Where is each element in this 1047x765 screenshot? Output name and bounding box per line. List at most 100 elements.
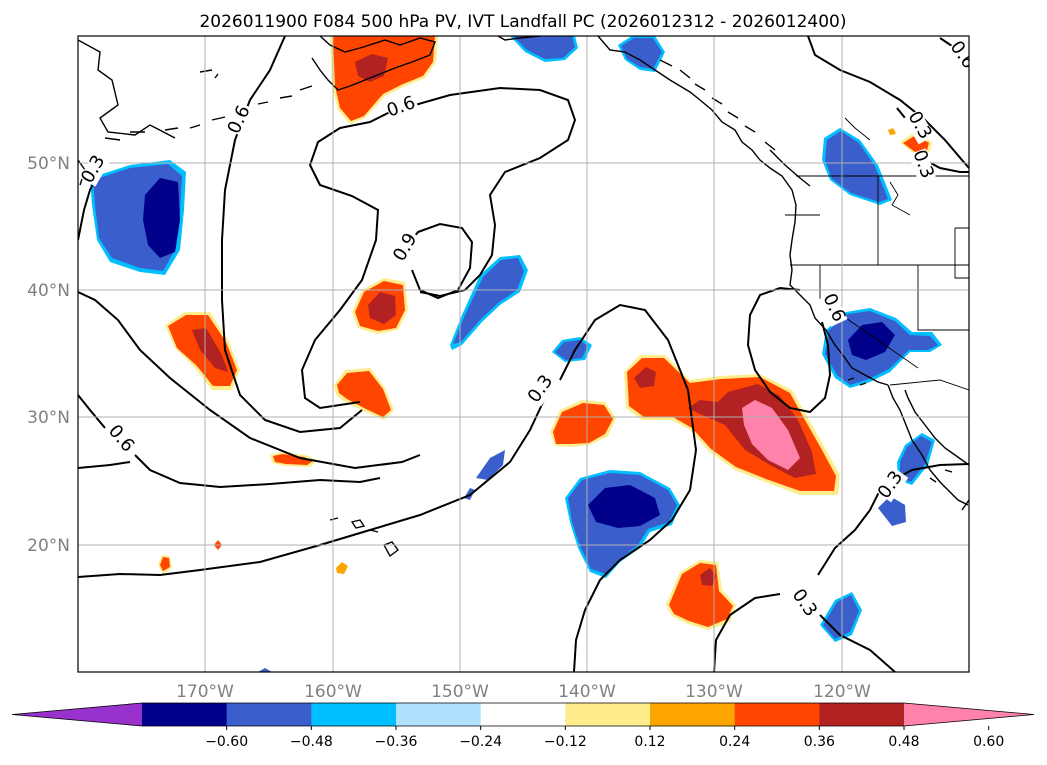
contour-0.3-sw <box>713 593 781 672</box>
colorbar-label: 0.60 <box>973 734 1004 750</box>
colorbar-label: −0.36 <box>375 734 418 750</box>
coast-baja-east <box>904 389 969 466</box>
map-area: 0.3 0.6 0.6 0.9 0.3 0.6 0.3 0.3 0.6 0.6 … <box>78 36 969 672</box>
anomaly-northwest-negative <box>90 160 186 275</box>
contour-0.3-ne <box>807 36 969 169</box>
contour-0.3-se <box>819 614 896 672</box>
colorbar-box <box>565 703 651 726</box>
anomaly-positive-128w <box>624 355 840 495</box>
lon-label-130w: 130°W <box>685 682 743 702</box>
anomaly-negative-baja-core <box>900 436 932 482</box>
colorbar-box <box>819 703 905 726</box>
contour-0.6-socal <box>746 286 832 414</box>
anomaly-negative-gulf-core <box>513 36 575 59</box>
anomaly-tiny-positive-b-core <box>160 557 170 571</box>
lat-label-50n: 50°N <box>27 154 70 174</box>
anomaly-negative-edge <box>258 668 272 672</box>
colorbar-extend-low <box>12 703 142 726</box>
border-utah-box <box>954 227 969 279</box>
border-nevada-east <box>917 265 969 331</box>
contour-west-d <box>134 454 381 489</box>
filled-anomalies <box>90 36 942 672</box>
colorbar-label: −0.24 <box>459 734 502 750</box>
coast-bc-islands <box>659 59 776 151</box>
lon-label-120w: 120°W <box>813 682 871 702</box>
colorbar-label: 0.12 <box>634 734 665 750</box>
lon-label-150w: 150°W <box>431 682 489 702</box>
anomaly-negative-137w <box>565 470 680 578</box>
contour-west-b <box>78 291 421 470</box>
contour-0.6-east <box>414 86 577 298</box>
border-bc-interior <box>844 117 871 141</box>
coast-baja-west <box>887 384 969 506</box>
anomaly-small-positive-a-core <box>273 454 313 465</box>
anomaly-positive-170w <box>165 312 240 390</box>
colorbar-box <box>396 703 482 726</box>
coastlines <box>78 36 969 558</box>
colorbar-label: −0.60 <box>205 734 248 750</box>
coast-alaska <box>311 36 436 91</box>
colorbar-label: −0.48 <box>290 734 333 750</box>
contour-0.9 <box>405 222 474 300</box>
coast-us-west <box>789 204 889 386</box>
anomaly-alaska-positive <box>330 36 438 124</box>
anomaly-small-negative-a-core <box>555 340 588 360</box>
colorbar-box <box>226 703 312 726</box>
coast-mexico <box>961 499 969 511</box>
colorbar-label: 0.48 <box>888 734 919 750</box>
contour-0.6-inner <box>300 111 391 410</box>
colorbar: −0.60 −0.48 −0.36 −0.24 −0.12 0.12 0.24 0.36 0.4… <box>11 702 1035 750</box>
colorbar-label: 0.24 <box>719 734 750 750</box>
map-frame <box>77 35 970 673</box>
coast-hawaii <box>329 517 399 558</box>
colorbar-box <box>650 703 736 726</box>
anomaly-tiny-positive-d <box>336 562 348 574</box>
coast-baja-islands <box>929 469 953 483</box>
lon-label-170w: 170°W <box>176 682 234 702</box>
contour-west-e <box>78 461 131 469</box>
colorbar-label: 0.36 <box>804 734 835 750</box>
anomaly-small-negative-b <box>476 450 505 480</box>
lon-label-160w: 160°W <box>304 682 362 702</box>
anomaly-negative-panhandle-core <box>621 38 662 69</box>
lat-label-20n: 20°N <box>27 536 70 556</box>
lat-label-30n: 30°N <box>27 408 70 428</box>
contour-0.3-south <box>817 489 881 576</box>
contour-0.6-west <box>221 36 363 434</box>
contour-loop-0.3 <box>559 303 698 672</box>
colorbar-outline <box>11 702 1035 727</box>
border-us-mexico <box>889 379 969 391</box>
contour-main-0.3 <box>78 397 546 578</box>
coast-small-islands <box>199 69 219 79</box>
figure-title: 2026011900 F084 500 hPa PV, IVT Landfall… <box>199 12 846 32</box>
coast-chukotka <box>78 39 176 139</box>
lon-labels: 170°W 160°W 150°W 140°W 130°W 120°W <box>176 682 871 702</box>
anomaly-positive-132w <box>666 560 736 630</box>
contour-0.3-baja <box>896 463 969 479</box>
lat-labels: 50°N 40°N 30°N 20°N <box>27 154 70 556</box>
coast-alaska-gulf <box>497 36 541 41</box>
colorbar-box <box>142 703 228 726</box>
borders <box>785 117 969 391</box>
gridlines <box>78 36 969 672</box>
lon-label-140w: 140°W <box>558 682 616 702</box>
anomaly-positive-141w <box>550 400 616 447</box>
border-idaho-montana <box>889 181 911 216</box>
lat-label-40n: 40°N <box>27 281 70 301</box>
anomaly-positive-158w <box>334 368 394 420</box>
coast-vancouver-island <box>769 149 811 187</box>
colorbar-extend-high <box>904 703 1034 726</box>
anomaly-positive-tiny-e <box>888 128 896 135</box>
colorbar-box <box>734 703 820 726</box>
colorbar-label: −0.12 <box>544 734 587 750</box>
colorbar-box <box>480 703 566 726</box>
anomaly-negative-147w <box>450 255 528 350</box>
coast-bc <box>597 36 797 206</box>
anomaly-negative-bc-core <box>825 131 888 202</box>
anomaly-positive-156w <box>352 278 408 334</box>
contour-west-c <box>78 394 106 429</box>
colorbar-box <box>311 703 397 726</box>
coast-channel-islands <box>847 377 867 386</box>
anomaly-negative-mexico <box>878 496 906 526</box>
